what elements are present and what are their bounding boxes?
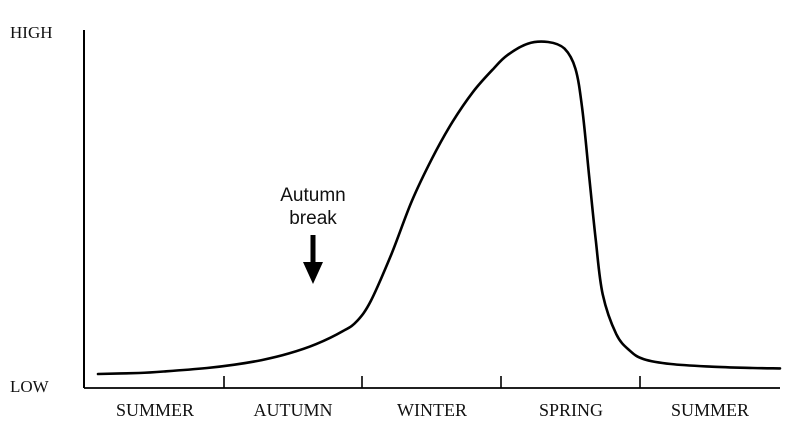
season-label-winter: WINTER bbox=[397, 400, 467, 420]
y-tick-label-high: HIGH bbox=[10, 23, 53, 42]
y-tick-label-low: LOW bbox=[10, 377, 50, 396]
season-label-summer: SUMMER bbox=[116, 400, 194, 420]
season-label-spring: SPRING bbox=[539, 400, 603, 420]
annotation-arrow-head bbox=[303, 262, 323, 284]
annotation-line-2: break bbox=[289, 208, 337, 229]
season-label-autumn: AUTUMN bbox=[254, 400, 333, 420]
season-label-summer-2: SUMMER bbox=[671, 400, 749, 420]
annotation-line-1: Autumn bbox=[280, 185, 345, 206]
series-line bbox=[96, 40, 782, 376]
